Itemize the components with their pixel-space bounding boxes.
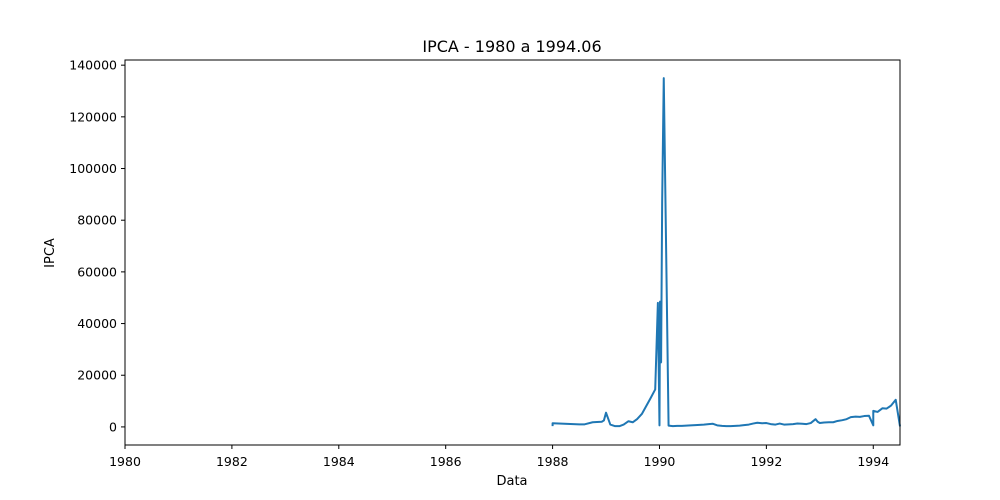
y-tick-label: 100000 bbox=[69, 161, 117, 176]
y-axis: 0 20000 40000 60000 80000 100000 120000 140000 bbox=[69, 58, 125, 434]
x-tick-label: 1990 bbox=[644, 454, 676, 469]
plot-frame bbox=[124, 59, 901, 446]
y-tick-label: 80000 bbox=[77, 213, 117, 228]
y-tick-label: 40000 bbox=[77, 316, 117, 331]
x-axis: 1980 1982 1984 1986 1988 1990 1992 1994 bbox=[109, 445, 889, 469]
plot-area bbox=[551, 77, 901, 428]
x-tick-label: 1992 bbox=[750, 454, 782, 469]
y-tick-label: 120000 bbox=[69, 109, 117, 124]
x-tick-label: 1984 bbox=[323, 454, 355, 469]
ipca-series-line bbox=[551, 77, 901, 428]
x-axis-label: Data bbox=[496, 474, 527, 489]
x-tick-label: 1980 bbox=[109, 454, 141, 469]
x-tick-label: 1994 bbox=[857, 454, 889, 469]
x-tick-label: 1988 bbox=[537, 454, 569, 469]
y-axis-label: IPCA bbox=[43, 238, 58, 268]
y-tick-label: 0 bbox=[109, 419, 117, 434]
x-tick-label: 1986 bbox=[430, 454, 462, 469]
y-tick-label: 60000 bbox=[77, 264, 117, 279]
y-tick-label: 140000 bbox=[69, 58, 117, 73]
y-tick-label: 20000 bbox=[77, 368, 117, 383]
chart-title: IPCA - 1980 a 1994.06 bbox=[422, 37, 601, 56]
x-tick-label: 1982 bbox=[216, 454, 248, 469]
